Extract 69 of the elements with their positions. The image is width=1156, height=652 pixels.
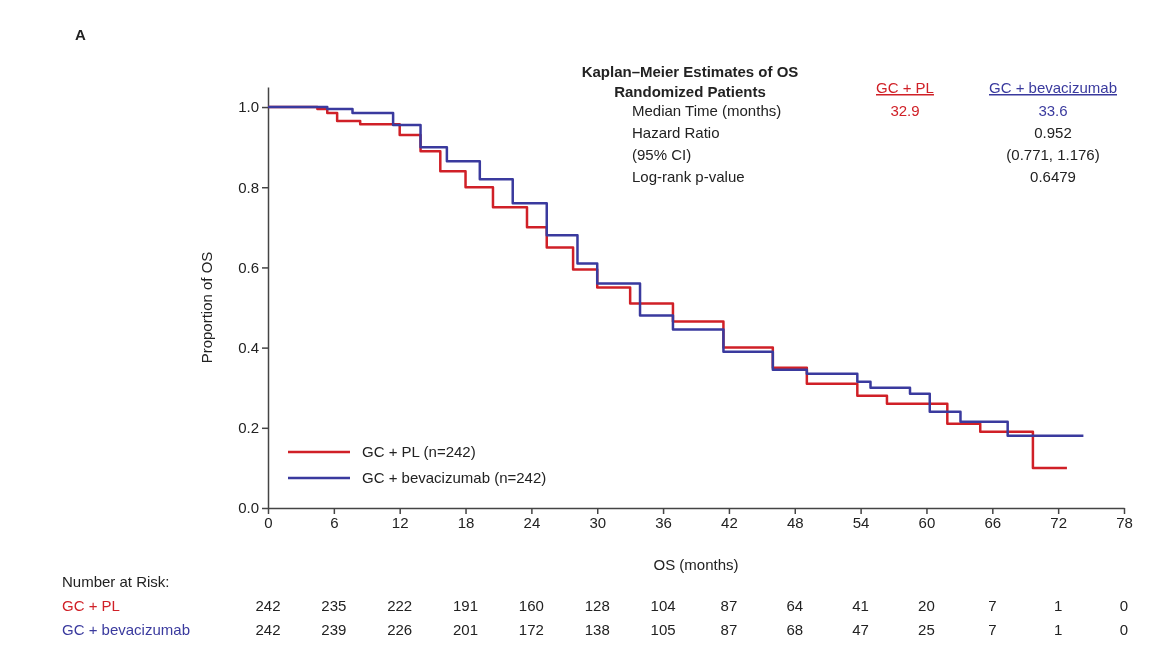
annotation: GC + PL xyxy=(876,79,934,96)
x-tick-label: 36 xyxy=(655,513,672,531)
annotation: (95% CI) xyxy=(632,146,692,163)
text: 0 xyxy=(1119,597,1129,614)
text: 226 xyxy=(387,621,413,638)
y-tick-label: 0.6 xyxy=(238,258,259,276)
text: 25 xyxy=(918,621,935,638)
y-tick-label: 1.0 xyxy=(238,98,259,116)
text: 239 xyxy=(321,621,347,638)
annotation: (0.771, 1.176) xyxy=(1006,146,1100,163)
text: 172 xyxy=(518,621,544,638)
text: 68 xyxy=(786,621,804,638)
text: 47 xyxy=(852,621,869,638)
chart-title: Kaplan–Meier Estimates of OS xyxy=(581,63,799,80)
x-tick-label: 54 xyxy=(852,513,870,531)
x-tick-label: 24 xyxy=(523,513,541,531)
text: 242 xyxy=(255,597,281,614)
legend-label: GC + PL (n=242) xyxy=(362,443,476,460)
text: 7 xyxy=(988,621,997,638)
text: 191 xyxy=(453,597,479,614)
annotation: Hazard Ratio xyxy=(632,124,720,141)
annotation: Median Time (months) xyxy=(632,102,782,119)
text: 20 xyxy=(918,597,935,614)
text: 201 xyxy=(453,621,479,638)
x-tick-label: 66 xyxy=(984,513,1002,531)
text: GC + bevacizumab xyxy=(62,621,190,638)
text: 104 xyxy=(650,597,676,614)
text: 41 xyxy=(852,597,869,614)
y-tick-label: 0.8 xyxy=(238,178,259,196)
text: 1 xyxy=(1053,597,1063,614)
y-tick-label: 0.4 xyxy=(238,338,259,356)
text: 128 xyxy=(584,597,610,614)
text: 87 xyxy=(720,621,738,638)
y-tick-label: 0.2 xyxy=(238,419,259,437)
x-tick-label: 0 xyxy=(264,513,273,531)
text: 87 xyxy=(720,597,738,614)
x-axis-title: OS (months) xyxy=(653,556,739,573)
x-tick-label: 72 xyxy=(1050,513,1067,531)
text: GC + PL xyxy=(62,597,120,614)
text: 7 xyxy=(988,597,997,614)
legend-label: GC + bevacizumab (n=242) xyxy=(362,469,547,486)
text: 235 xyxy=(321,597,347,614)
x-tick-label: 48 xyxy=(786,513,804,531)
text: 1 xyxy=(1053,621,1063,638)
x-tick-label: 30 xyxy=(589,513,607,531)
text: 0 xyxy=(1119,621,1129,638)
chart-subtitle: Randomized Patients xyxy=(614,83,766,100)
annotation: 33.6 xyxy=(1038,102,1068,119)
text: 138 xyxy=(584,621,610,638)
text: 105 xyxy=(650,621,676,638)
x-tick-label: 60 xyxy=(918,513,936,531)
x-tick-label: 12 xyxy=(391,513,409,531)
text: 222 xyxy=(387,597,413,614)
text: 242 xyxy=(255,621,281,638)
annotation: 32.9 xyxy=(890,102,920,119)
annotation: 0.952 xyxy=(1034,124,1072,141)
annotation: Log-rank p-value xyxy=(632,168,745,185)
x-tick-label: 18 xyxy=(457,513,475,531)
text: Number at Risk: xyxy=(62,573,170,590)
text: A xyxy=(75,26,86,43)
text: 64 xyxy=(786,597,804,614)
text: 160 xyxy=(518,597,544,614)
x-tick-label: 6 xyxy=(330,513,339,531)
annotation: 0.6479 xyxy=(1030,168,1076,185)
y-axis-title: Proportion of OS xyxy=(198,251,215,364)
x-tick-label: 42 xyxy=(721,513,738,531)
y-tick-label: 0.0 xyxy=(238,499,259,517)
annotation: GC + bevacizumab xyxy=(989,79,1117,96)
x-tick-label: 78 xyxy=(1116,513,1133,531)
